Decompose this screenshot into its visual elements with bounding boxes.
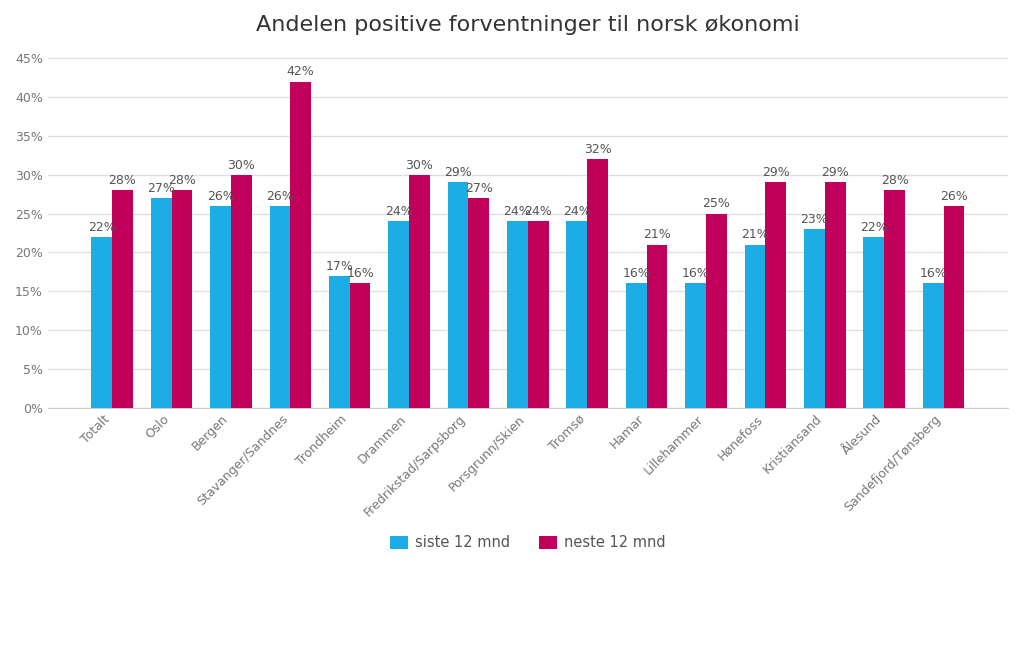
- Bar: [884, 190, 905, 407]
- Text: 25%: 25%: [703, 198, 730, 210]
- Text: 28%: 28%: [168, 174, 195, 187]
- Bar: [685, 283, 706, 407]
- Text: 21%: 21%: [643, 228, 671, 242]
- Title: Andelen positive forventninger til norsk økonomi: Andelen positive forventninger til norsk…: [256, 15, 800, 35]
- Bar: [389, 221, 409, 407]
- Bar: [765, 182, 787, 407]
- Bar: [706, 214, 726, 407]
- Text: 24%: 24%: [563, 205, 590, 218]
- Text: 17%: 17%: [325, 260, 353, 273]
- Text: 26%: 26%: [207, 190, 234, 202]
- Bar: [113, 190, 133, 407]
- Text: 42%: 42%: [286, 65, 315, 78]
- Bar: [409, 175, 430, 407]
- Text: 24%: 24%: [385, 205, 412, 218]
- Bar: [923, 283, 943, 407]
- Bar: [587, 159, 608, 407]
- Bar: [469, 198, 489, 407]
- Text: 28%: 28%: [881, 174, 908, 187]
- Bar: [291, 81, 311, 407]
- Bar: [863, 237, 884, 407]
- Text: 24%: 24%: [525, 205, 552, 218]
- Text: 21%: 21%: [741, 228, 769, 242]
- Text: 16%: 16%: [346, 267, 374, 281]
- Text: 30%: 30%: [405, 158, 434, 172]
- Text: 26%: 26%: [940, 190, 968, 202]
- Text: 22%: 22%: [860, 220, 888, 234]
- Bar: [626, 283, 647, 407]
- Bar: [231, 175, 252, 407]
- Bar: [91, 237, 113, 407]
- Text: 22%: 22%: [88, 220, 116, 234]
- Bar: [804, 229, 825, 407]
- Bar: [647, 244, 667, 407]
- Bar: [825, 182, 846, 407]
- Bar: [943, 206, 965, 407]
- Text: 26%: 26%: [266, 190, 294, 202]
- Bar: [507, 221, 528, 407]
- Text: 27%: 27%: [464, 182, 493, 195]
- Bar: [528, 221, 548, 407]
- Bar: [329, 276, 350, 407]
- Bar: [567, 221, 587, 407]
- Legend: siste 12 mnd, neste 12 mnd: siste 12 mnd, neste 12 mnd: [385, 529, 671, 556]
- Text: 29%: 29%: [444, 166, 472, 180]
- Text: 29%: 29%: [762, 166, 790, 180]
- Text: 24%: 24%: [503, 205, 531, 218]
- Text: 16%: 16%: [920, 267, 947, 281]
- Bar: [350, 283, 370, 407]
- Bar: [269, 206, 291, 407]
- Bar: [150, 198, 172, 407]
- Bar: [448, 182, 469, 407]
- Text: 16%: 16%: [681, 267, 710, 281]
- Text: 27%: 27%: [147, 182, 175, 195]
- Bar: [210, 206, 231, 407]
- Text: 29%: 29%: [821, 166, 849, 180]
- Bar: [172, 190, 192, 407]
- Text: 16%: 16%: [622, 267, 651, 281]
- Text: 23%: 23%: [801, 213, 829, 226]
- Bar: [745, 244, 765, 407]
- Text: 30%: 30%: [227, 158, 256, 172]
- Text: 32%: 32%: [584, 143, 612, 156]
- Text: 28%: 28%: [108, 174, 136, 187]
